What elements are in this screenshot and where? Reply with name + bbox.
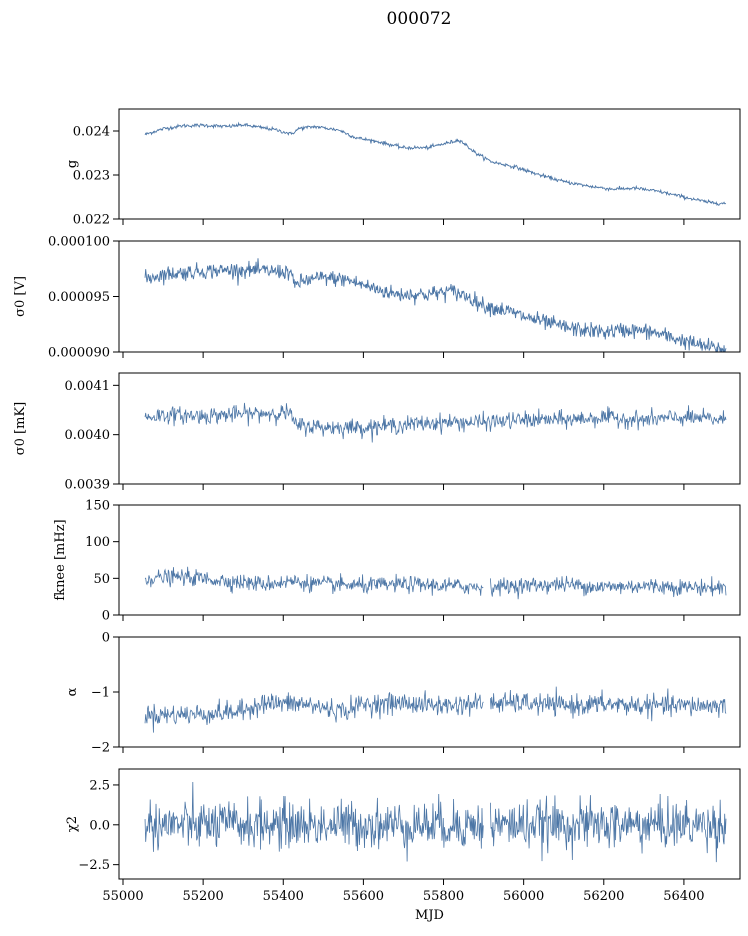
y-tick-label: 0.0039: [65, 478, 111, 493]
axes-frame: [118, 504, 741, 616]
x-tick-label: 55000: [102, 889, 143, 904]
x-tick-label: 55200: [182, 889, 223, 904]
series-line-6: [144, 781, 727, 863]
y-tick-label: 100: [85, 535, 110, 550]
series-line-4: [144, 566, 727, 600]
y-tick-label: 0.023: [73, 169, 110, 184]
x-tick-label: 55400: [263, 889, 304, 904]
series-line-3: [144, 402, 727, 443]
x-tick-label: 56200: [583, 889, 624, 904]
panel-4: 0 50 100 150 fknee [mHz]: [53, 499, 741, 624]
y-axis-label: σ0 [mK]: [13, 402, 28, 455]
panel-2: 0.000090 0.000095 0.000100 σ0 [V]: [13, 235, 741, 361]
y-tick-label: −2.5: [78, 858, 110, 873]
y-tick-label: 0.000095: [48, 290, 110, 305]
x-tick-label: 56000: [503, 889, 544, 904]
x-tick-label: 55800: [423, 889, 464, 904]
y-tick-label: 0.000090: [48, 346, 110, 361]
series-line-5: [144, 686, 727, 733]
y-axis-label: fknee [mHz]: [53, 519, 68, 600]
y-axis-label: σ0 [V]: [13, 276, 28, 317]
y-tick-label: 0.0041: [65, 379, 111, 394]
y-tick-label: 0.000100: [48, 235, 110, 250]
y-tick-label: 0: [102, 631, 110, 646]
y-tick-label: 0: [102, 609, 110, 624]
y-axis-label: χ2: [65, 816, 80, 832]
x-tick-label: 56400: [663, 889, 704, 904]
x-axis-label: MJD: [415, 908, 444, 923]
y-tick-label: 0.0040: [65, 428, 111, 443]
axes-frame: [118, 372, 741, 485]
y-tick-label: 0.024: [73, 125, 110, 140]
y-tick-label: 0.0: [89, 818, 110, 833]
y-tick-label: 150: [85, 499, 110, 514]
y-tick-label: 2.5: [89, 778, 110, 793]
series-line-1: [144, 121, 727, 207]
y-axis-label: α: [65, 687, 80, 696]
panel-1: 0.022 0.023 0.024 g: [65, 108, 741, 228]
y-axis-label: g: [65, 160, 80, 168]
panel-3: 0.0039 0.0040 0.0041 σ0 [mK]: [13, 372, 741, 493]
axes-frame: [118, 636, 741, 748]
axes-frame: [118, 108, 741, 220]
y-tick-label: 50: [93, 572, 110, 587]
panel-5: −2 −1 0 α: [65, 631, 741, 756]
axes-frame: [118, 768, 741, 880]
panel-6: −2.5 0.0 2.5 55000 55200 55400 55600 55800 56000…: [65, 768, 741, 923]
x-tick-label: 55600: [343, 889, 384, 904]
y-tick-label: −2: [91, 741, 110, 756]
y-tick-label: 0.022: [73, 213, 110, 228]
figure-title: 000072: [387, 9, 452, 29]
series-line-2: [144, 258, 727, 352]
y-tick-label: −1: [91, 686, 110, 701]
